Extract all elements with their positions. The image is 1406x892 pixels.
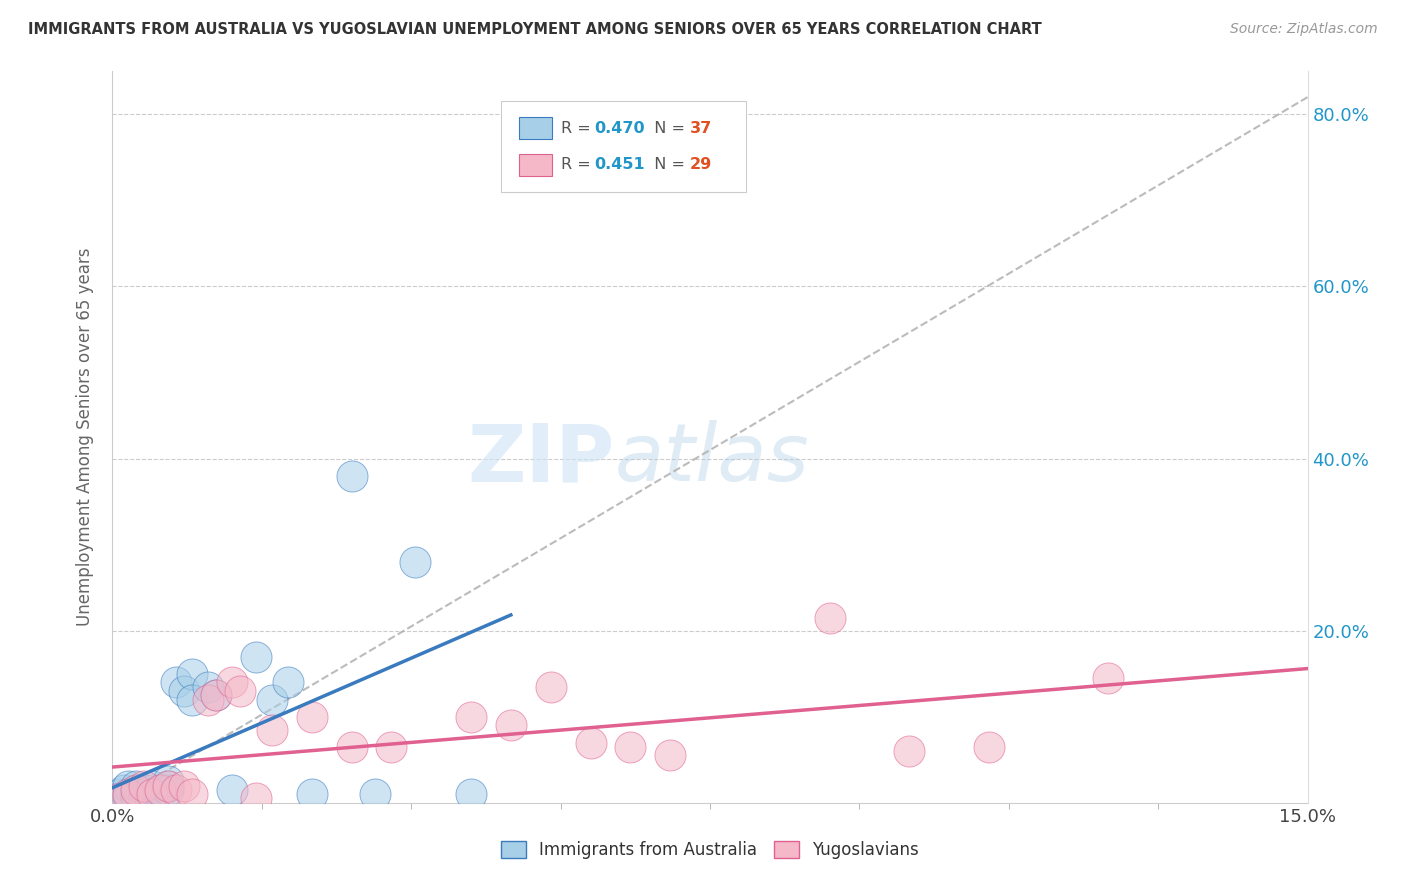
Point <box>141 787 163 801</box>
Point <box>134 779 156 793</box>
Point <box>245 649 267 664</box>
Point <box>898 744 921 758</box>
Point <box>125 791 148 805</box>
Point <box>173 779 195 793</box>
Point <box>149 787 172 801</box>
Point <box>157 779 180 793</box>
Text: atlas: atlas <box>614 420 810 498</box>
Point <box>134 791 156 805</box>
Point <box>157 779 180 793</box>
Point <box>125 783 148 797</box>
Legend: Immigrants from Australia, Yugoslavians: Immigrants from Australia, Yugoslavians <box>492 833 928 868</box>
Point <box>277 675 299 690</box>
Point <box>141 787 163 801</box>
Point <box>460 710 482 724</box>
Y-axis label: Unemployment Among Seniors over 65 years: Unemployment Among Seniors over 65 years <box>76 248 94 626</box>
Point <box>260 692 283 706</box>
Point <box>659 748 682 763</box>
Point <box>125 779 148 793</box>
Point <box>117 791 139 805</box>
Point <box>125 787 148 801</box>
Point <box>110 791 132 805</box>
Point <box>125 783 148 797</box>
Point <box>340 739 363 754</box>
Point <box>134 787 156 801</box>
Point <box>301 710 323 724</box>
Text: IMMIGRANTS FROM AUSTRALIA VS YUGOSLAVIAN UNEMPLOYMENT AMONG SENIORS OVER 65 YEAR: IMMIGRANTS FROM AUSTRALIA VS YUGOSLAVIAN… <box>28 22 1042 37</box>
Text: R =: R = <box>561 121 600 136</box>
Point <box>364 787 387 801</box>
Point <box>117 787 139 801</box>
Point <box>110 791 132 805</box>
Point <box>149 783 172 797</box>
Text: 37: 37 <box>690 121 711 136</box>
Text: N =: N = <box>644 158 690 172</box>
Point <box>141 779 163 793</box>
Point <box>181 666 204 681</box>
Point <box>260 723 283 737</box>
Point <box>110 787 132 801</box>
Point <box>205 688 228 702</box>
Point <box>301 787 323 801</box>
Point <box>1097 671 1119 685</box>
Point <box>134 783 156 797</box>
Point <box>197 692 219 706</box>
Point <box>117 787 139 801</box>
Point <box>157 774 180 789</box>
Text: 29: 29 <box>690 158 711 172</box>
Text: N =: N = <box>644 121 690 136</box>
Point <box>460 787 482 801</box>
Point <box>499 718 522 732</box>
Point <box>114 783 135 797</box>
Bar <box>519 118 553 139</box>
Point <box>141 783 163 797</box>
Point <box>245 791 267 805</box>
Point <box>540 680 562 694</box>
Point <box>579 735 602 749</box>
Text: 0.470: 0.470 <box>595 121 645 136</box>
Point <box>221 783 243 797</box>
Point <box>197 680 219 694</box>
Point <box>165 675 187 690</box>
Text: R =: R = <box>561 158 600 172</box>
Point <box>404 555 426 569</box>
Point <box>105 791 128 805</box>
Point <box>165 783 187 797</box>
Point <box>229 684 252 698</box>
Point <box>619 739 641 754</box>
Text: 0.451: 0.451 <box>595 158 645 172</box>
Point <box>380 739 402 754</box>
Point <box>340 468 363 483</box>
Point <box>149 783 172 797</box>
Text: ZIP: ZIP <box>467 420 614 498</box>
Text: Source: ZipAtlas.com: Source: ZipAtlas.com <box>1230 22 1378 37</box>
Point <box>977 739 1000 754</box>
Point <box>181 692 204 706</box>
FancyBboxPatch shape <box>501 101 747 192</box>
Bar <box>519 154 553 176</box>
Point <box>205 688 228 702</box>
Point <box>157 783 180 797</box>
Point <box>173 684 195 698</box>
Point <box>221 675 243 690</box>
Point <box>818 611 841 625</box>
Point <box>181 787 204 801</box>
Point <box>117 779 139 793</box>
